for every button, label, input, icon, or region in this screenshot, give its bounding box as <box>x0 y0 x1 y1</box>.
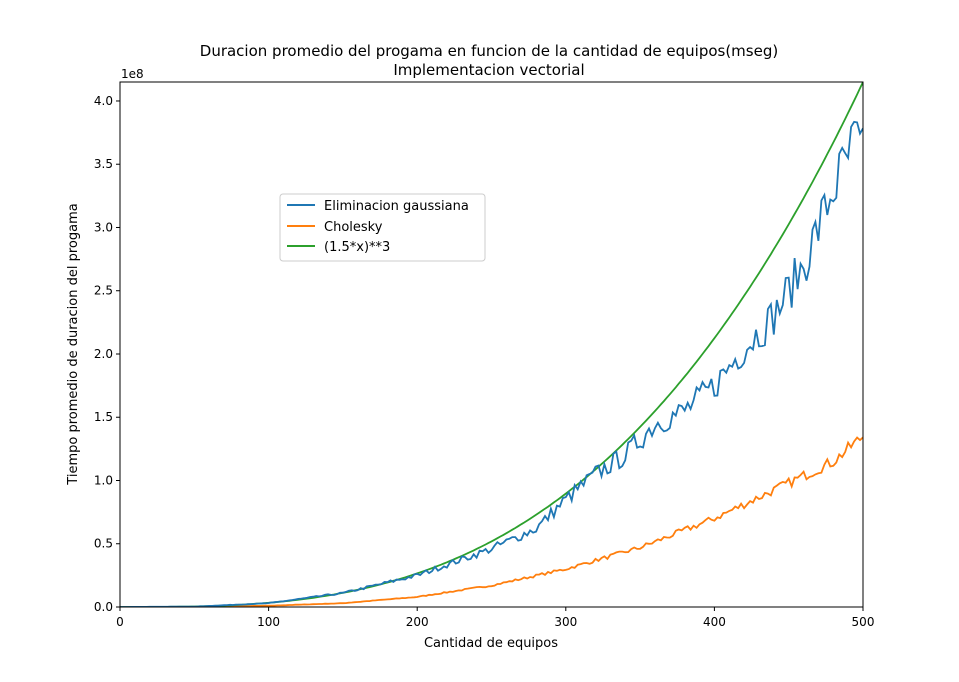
legend-label-gaussiana: Eliminacion gaussiana <box>324 199 469 214</box>
plot-frame <box>119 81 864 608</box>
series-line-2 <box>120 82 863 607</box>
series-line-1 <box>120 436 863 607</box>
series-line-0 <box>120 120 863 607</box>
y-axis-label: Tiempo promedio de duracion del progama <box>66 203 81 485</box>
x-tick-label: 400 <box>703 615 726 629</box>
series-layer <box>120 82 863 607</box>
plot-area <box>119 81 864 608</box>
y-tick-label: 1.5 <box>94 410 113 424</box>
y-tick-label: 0.5 <box>94 537 113 551</box>
y-axis: 0.0 0.5 1.0 1.5 2.0 2.5 3.0 3.5 4.0 <box>94 94 120 614</box>
y-tick-label: 3.5 <box>94 157 113 171</box>
x-tick-label: 100 <box>257 615 280 629</box>
y-offset-label: 1e8 <box>121 67 144 81</box>
y-tick-label: 3.0 <box>94 220 113 234</box>
chart-subtitle: Implementacion vectorial <box>393 61 584 79</box>
x-axis-label: Cantidad de equipos <box>424 636 558 651</box>
x-tick-label: 500 <box>852 615 875 629</box>
legend-box <box>279 193 486 262</box>
x-tick-label: 300 <box>554 615 577 629</box>
chart-title: Duracion promedio del progama en funcion… <box>200 42 778 60</box>
y-tick-label: 2.5 <box>94 284 113 298</box>
y-tick-label: 0.0 <box>94 600 113 614</box>
x-tick-label: 200 <box>406 615 429 629</box>
legend-label-formula: (1.5*x)**3 <box>324 240 390 255</box>
legend-label-cholesky: Cholesky <box>324 220 383 235</box>
y-tick-label: 4.0 <box>94 94 113 108</box>
y-tick-label: 2.0 <box>94 347 113 361</box>
x-axis: 0 100 200 300 400 500 <box>116 607 874 629</box>
y-tick-label: 1.0 <box>94 473 113 487</box>
x-tick-label: 0 <box>116 615 124 629</box>
legend: Eliminacion gaussiana Cholesky (1.5*x)**… <box>279 193 486 262</box>
